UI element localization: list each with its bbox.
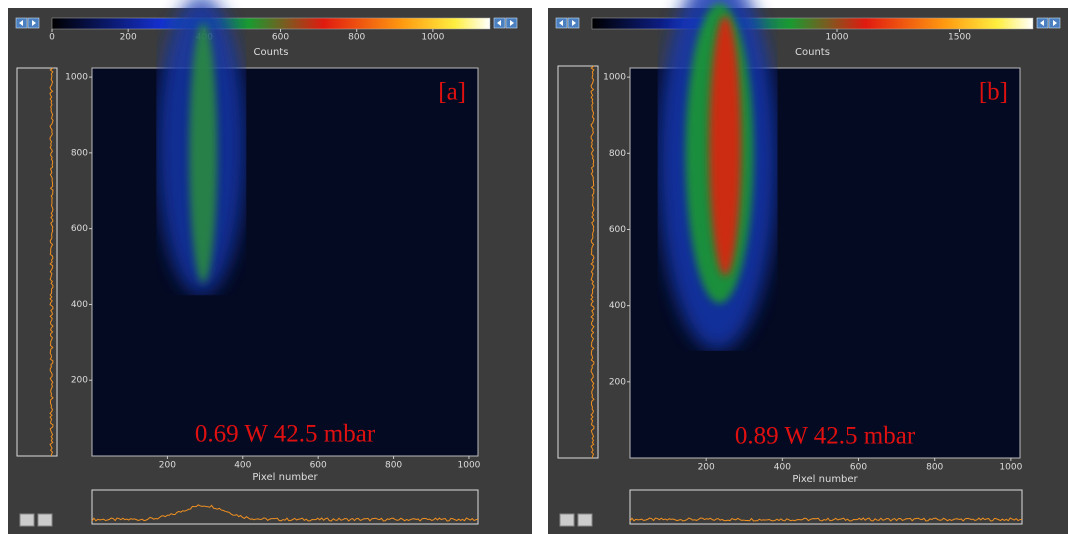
colorbar-tick-label: 1000 (826, 33, 849, 43)
x-tick-label: 400 (774, 463, 791, 473)
bottom-profile (91, 489, 479, 525)
y-tick-label: 200 (71, 376, 88, 386)
arrow-icon (1040, 20, 1044, 26)
colorbar-tick-label: 800 (348, 33, 365, 43)
side-profile (16, 67, 58, 457)
x-tick-label: 800 (926, 463, 943, 473)
colorbar-tick-label: 0 (49, 33, 55, 43)
image-area (91, 67, 479, 457)
x-tick-label: 1000 (458, 461, 481, 471)
colorbar-tick-label: 600 (272, 33, 289, 43)
panel-caption: 0.89 W 42.5 mbar (735, 423, 916, 450)
arrow-icon (497, 20, 501, 26)
beam-core (709, 16, 741, 276)
colorbar-tick-label: 1000 (421, 33, 444, 43)
colorbar-tick-label: 200 (120, 33, 137, 43)
x-tick-label: 600 (310, 461, 327, 471)
panel-caption: 0.69 W 42.5 mbar (195, 421, 376, 448)
y-tick-label: 600 (609, 225, 626, 235)
beam-core (189, 23, 217, 283)
side-profile (557, 65, 599, 459)
zoom-button[interactable] (559, 513, 575, 527)
x-tick-label: 600 (850, 463, 867, 473)
x-tick-label: 200 (159, 461, 176, 471)
y-tick-label: 800 (71, 148, 88, 158)
arrow-icon (572, 20, 576, 26)
x-axis-label: Pixel number (792, 474, 858, 485)
arrow-icon (32, 20, 36, 26)
profile-line (629, 517, 1023, 522)
y-tick-label: 800 (609, 149, 626, 159)
x-tick-label: 1000 (999, 463, 1022, 473)
profile-line (91, 504, 479, 522)
panel-label: [b] (979, 79, 1008, 106)
arrow-icon (1053, 20, 1057, 26)
profile-line (590, 65, 595, 459)
y-tick-label: 600 (71, 224, 88, 234)
y-tick-label: 200 (609, 377, 626, 387)
x-axis-label: Pixel number (252, 472, 318, 483)
beam-image (156, 0, 246, 295)
y-tick-label: 400 (71, 300, 88, 310)
panel-label: [a] (438, 79, 466, 106)
bottom-profile (629, 489, 1023, 525)
beam-image (658, 0, 778, 351)
x-tick-label: 400 (234, 461, 251, 471)
colorbar-title: Counts (254, 47, 289, 58)
colorbar (591, 17, 1034, 30)
zoom-button[interactable] (577, 513, 593, 527)
x-tick-label: 200 (698, 463, 715, 473)
x-tick-label: 800 (385, 461, 402, 471)
colorbar (51, 17, 491, 30)
y-tick-label: 1000 (65, 73, 88, 83)
y-tick-label: 1000 (603, 73, 626, 83)
colorbar-title: Counts (795, 47, 830, 58)
arrow-icon (19, 20, 23, 26)
zoom-button[interactable] (37, 513, 53, 527)
profile-line (49, 67, 54, 457)
arrow-icon (559, 20, 563, 26)
colorbar-tick-label: 1500 (948, 33, 971, 43)
zoom-button[interactable] (19, 513, 35, 527)
arrow-icon (510, 20, 514, 26)
y-tick-label: 400 (609, 301, 626, 311)
